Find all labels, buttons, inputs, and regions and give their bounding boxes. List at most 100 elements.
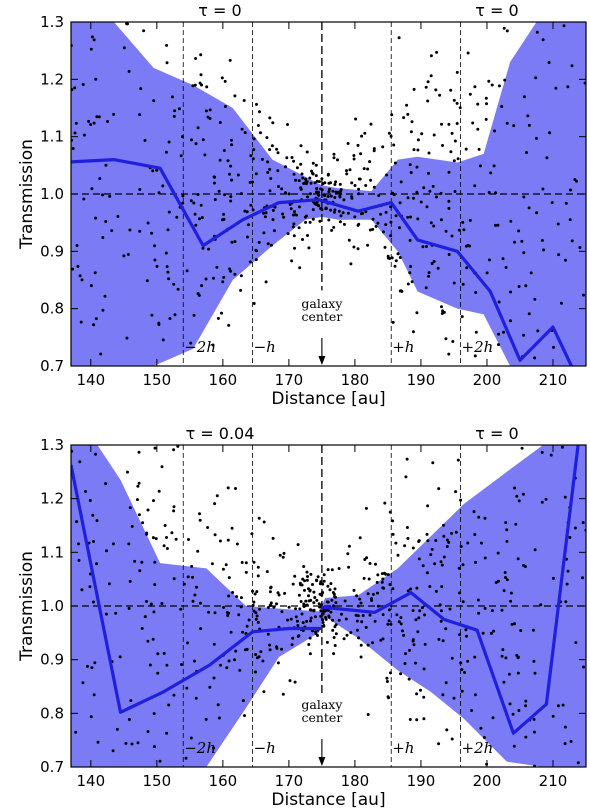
data-point	[292, 159, 296, 163]
data-point	[437, 637, 441, 641]
data-point	[282, 551, 286, 555]
data-point	[127, 69, 131, 73]
data-point	[476, 598, 480, 602]
data-point	[500, 608, 504, 612]
data-point	[287, 192, 291, 196]
data-point	[362, 167, 366, 171]
data-point	[473, 354, 477, 358]
data-point	[161, 184, 165, 188]
data-point	[262, 520, 266, 524]
y-tick-label: 1.2	[40, 70, 64, 88]
data-point	[290, 259, 294, 263]
data-point	[331, 189, 335, 193]
data-point	[440, 585, 444, 589]
data-point	[216, 316, 220, 320]
data-point	[442, 310, 446, 314]
data-point	[251, 208, 255, 212]
data-point	[334, 632, 338, 636]
data-point	[458, 106, 462, 110]
data-point	[556, 704, 560, 708]
data-point	[299, 600, 303, 603]
data-point	[391, 519, 395, 523]
data-point	[444, 681, 448, 685]
data-point	[282, 215, 286, 219]
y-tick-label: 0.7	[40, 758, 64, 776]
data-point	[497, 300, 501, 304]
data-point	[496, 551, 500, 555]
data-point	[389, 234, 393, 238]
data-point	[297, 634, 301, 638]
data-point	[312, 601, 316, 605]
data-point	[517, 709, 521, 712]
data-point	[218, 158, 222, 162]
data-point	[313, 596, 317, 599]
data-point	[199, 53, 203, 57]
data-point	[358, 536, 362, 540]
data-point	[477, 147, 481, 151]
data-point	[568, 536, 572, 539]
data-point	[126, 253, 130, 256]
data-point	[280, 187, 284, 191]
data-point	[426, 504, 430, 508]
data-point	[146, 639, 150, 643]
data-point	[254, 172, 258, 176]
data-point	[252, 600, 256, 604]
data-point	[522, 251, 526, 255]
data-point	[388, 583, 392, 586]
data-point	[327, 190, 331, 194]
data-point	[346, 142, 350, 145]
data-point	[260, 157, 264, 161]
data-point	[167, 277, 171, 281]
data-point	[227, 323, 231, 327]
data-point	[173, 313, 177, 317]
data-point	[332, 156, 336, 160]
data-point	[312, 608, 316, 612]
data-point	[145, 599, 148, 603]
data-point	[381, 230, 385, 234]
data-point	[456, 157, 460, 161]
data-point	[294, 607, 298, 611]
data-point	[442, 534, 446, 538]
data-point	[564, 600, 568, 604]
data-point	[293, 210, 296, 214]
data-point	[441, 639, 445, 643]
data-point	[474, 560, 477, 564]
data-point	[426, 539, 430, 543]
data-point	[368, 613, 372, 617]
data-point	[305, 570, 309, 574]
data-point	[311, 172, 315, 176]
data-point	[79, 320, 83, 324]
data-point	[535, 30, 539, 34]
data-point	[198, 512, 201, 516]
data-point	[420, 132, 424, 136]
data-point	[422, 717, 426, 721]
data-point	[162, 544, 166, 548]
data-point	[207, 610, 211, 614]
data-point	[533, 671, 537, 675]
data-point	[329, 181, 333, 185]
data-point	[226, 614, 230, 617]
data-point	[450, 656, 454, 660]
data-point	[281, 212, 285, 216]
data-point	[189, 736, 193, 740]
data-point	[189, 341, 193, 345]
data-point	[307, 587, 310, 591]
data-point	[92, 600, 95, 604]
data-point	[172, 509, 176, 513]
data-point	[230, 138, 233, 142]
data-point	[459, 545, 463, 548]
data-point	[291, 636, 295, 640]
data-point	[220, 76, 224, 80]
data-point	[168, 317, 172, 320]
data-point	[380, 580, 384, 584]
data-point	[371, 217, 375, 221]
data-point	[309, 619, 312, 623]
data-point	[334, 180, 338, 184]
y-tick-label: 1.3	[40, 13, 64, 31]
data-point	[359, 212, 363, 216]
data-point	[239, 274, 243, 278]
data-point	[221, 567, 225, 571]
data-point	[338, 220, 342, 224]
data-point	[428, 189, 432, 193]
